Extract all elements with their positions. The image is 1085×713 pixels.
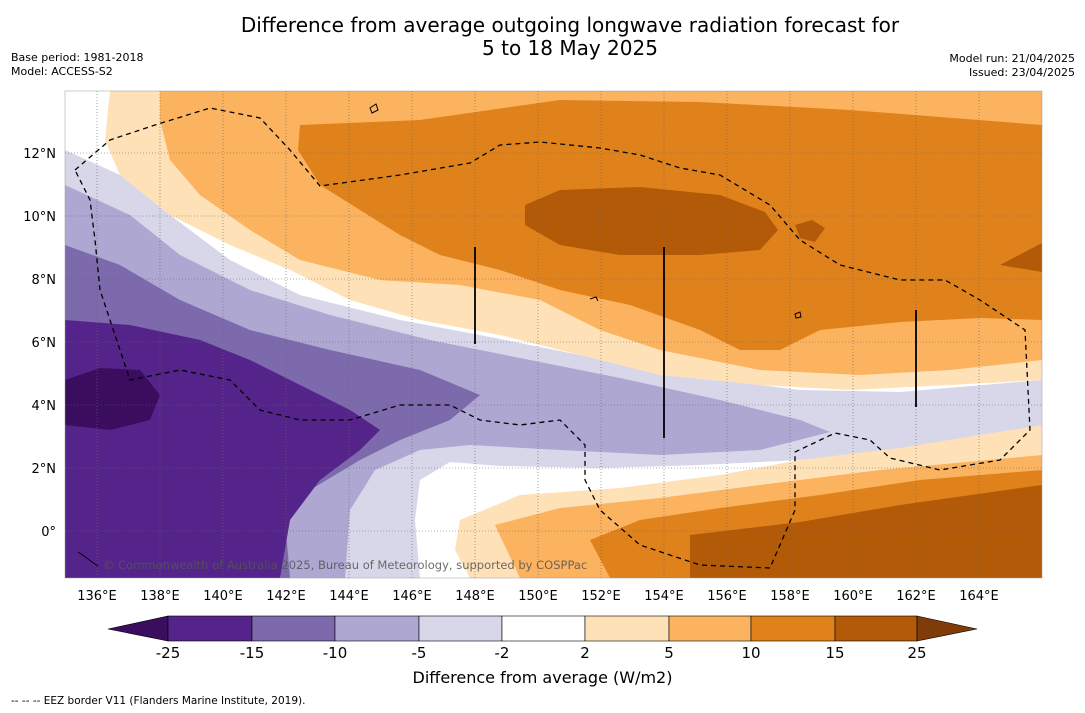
colorbar-tick: 2 xyxy=(580,644,590,662)
issued-date: Issued: 23/04/2025 xyxy=(968,66,1075,79)
marker-lines xyxy=(474,247,917,438)
colorbar-tick: -10 xyxy=(323,644,348,662)
map-frame xyxy=(64,90,1043,579)
lon-label: 148°E xyxy=(455,589,495,604)
meta-right: Model run: 21/04/2025 Issued: 23/04/2025 xyxy=(949,52,1075,80)
colorbar-title: Difference from average (W/m2) xyxy=(412,668,673,687)
meta-left: Base period: 1981-2018 Model: ACCESS-S2 xyxy=(11,51,143,79)
lon-label: 142°E xyxy=(266,589,306,604)
contour-15-25-east xyxy=(1000,243,1042,272)
lon-label: 158°E xyxy=(770,589,810,604)
contour-15-25-south xyxy=(690,485,1042,578)
lon-label: 152°E xyxy=(581,589,621,604)
lon-label: 150°E xyxy=(518,589,558,604)
colorbar-segment xyxy=(251,615,336,642)
lon-label: 154°E xyxy=(644,589,684,604)
eez-border xyxy=(74,107,1031,569)
lat-label: 0° xyxy=(41,525,56,540)
lon-label: 162°E xyxy=(896,589,936,604)
contour-15-25-north xyxy=(525,187,778,255)
lat-label: 10°N xyxy=(23,210,56,225)
lat-label: 8°N xyxy=(32,273,57,288)
contour-field xyxy=(65,91,1042,578)
colorbar-tick: 15 xyxy=(825,644,844,662)
colorbar-segment xyxy=(668,615,752,642)
colorbar-tick: -2 xyxy=(495,644,510,662)
colorbar-ticks: -25 -15 -10 -5 -2 2 5 10 15 25 xyxy=(156,644,927,662)
lon-label: 156°E xyxy=(707,589,747,604)
colorbar-segment xyxy=(501,615,586,642)
colorbar-tick: -25 xyxy=(156,644,181,662)
island-outlines xyxy=(77,103,802,567)
copyright-credit: © Commonwealth of Australia 2025, Bureau… xyxy=(103,558,588,572)
colorbar-segment xyxy=(167,615,253,642)
lat-label: 12°N xyxy=(23,147,56,162)
lon-label: 146°E xyxy=(392,589,432,604)
base-period: Base period: 1981-2018 xyxy=(11,51,144,64)
gridlines xyxy=(65,91,1042,578)
model-run: Model run: 21/04/2025 xyxy=(949,52,1075,65)
colorbar-segment xyxy=(334,615,420,642)
lat-label: 6°N xyxy=(32,336,57,351)
lat-label: 4°N xyxy=(32,399,57,414)
colorbar-segment xyxy=(584,615,670,642)
colorbar-tick: -15 xyxy=(240,644,265,662)
lon-labels: 136°E 138°E 140°E 142°E 144°E 146°E 148°… xyxy=(77,589,999,604)
contour-below-neg25 xyxy=(65,368,160,430)
lat-label: 2°N xyxy=(32,462,57,477)
title-line-2: 5 to 18 May 2025 xyxy=(482,36,658,60)
eez-footnote: -- -- -- EEZ border V11 (Flanders Marine… xyxy=(11,695,306,707)
lon-label: 160°E xyxy=(833,589,873,604)
lon-label: 140°E xyxy=(203,589,243,604)
contour-15-25-small xyxy=(795,220,825,242)
colorbar xyxy=(107,615,978,642)
title-line-1: Difference from average outgoing longwav… xyxy=(240,13,900,37)
model-name: Model: ACCESS-S2 xyxy=(11,65,113,78)
lat-labels: 12°N 10°N 8°N 6°N 4°N 2°N 0° xyxy=(23,147,56,540)
colorbar-tick: 10 xyxy=(741,644,760,662)
colorbar-segment xyxy=(750,615,836,642)
lon-label: 138°E xyxy=(140,589,180,604)
colorbar-extend-low xyxy=(107,615,169,642)
colorbar-tick: 25 xyxy=(907,644,926,662)
colorbar-tick: 5 xyxy=(664,644,674,662)
lon-label: 144°E xyxy=(329,589,369,604)
lon-label: 164°E xyxy=(959,589,999,604)
colorbar-segment xyxy=(418,615,503,642)
colorbar-tick: -5 xyxy=(412,644,427,662)
colorbar-segment xyxy=(834,615,918,642)
lon-label: 136°E xyxy=(77,589,117,604)
map-title: Difference from average outgoing longwav… xyxy=(170,14,970,60)
colorbar-extend-high xyxy=(916,615,978,642)
